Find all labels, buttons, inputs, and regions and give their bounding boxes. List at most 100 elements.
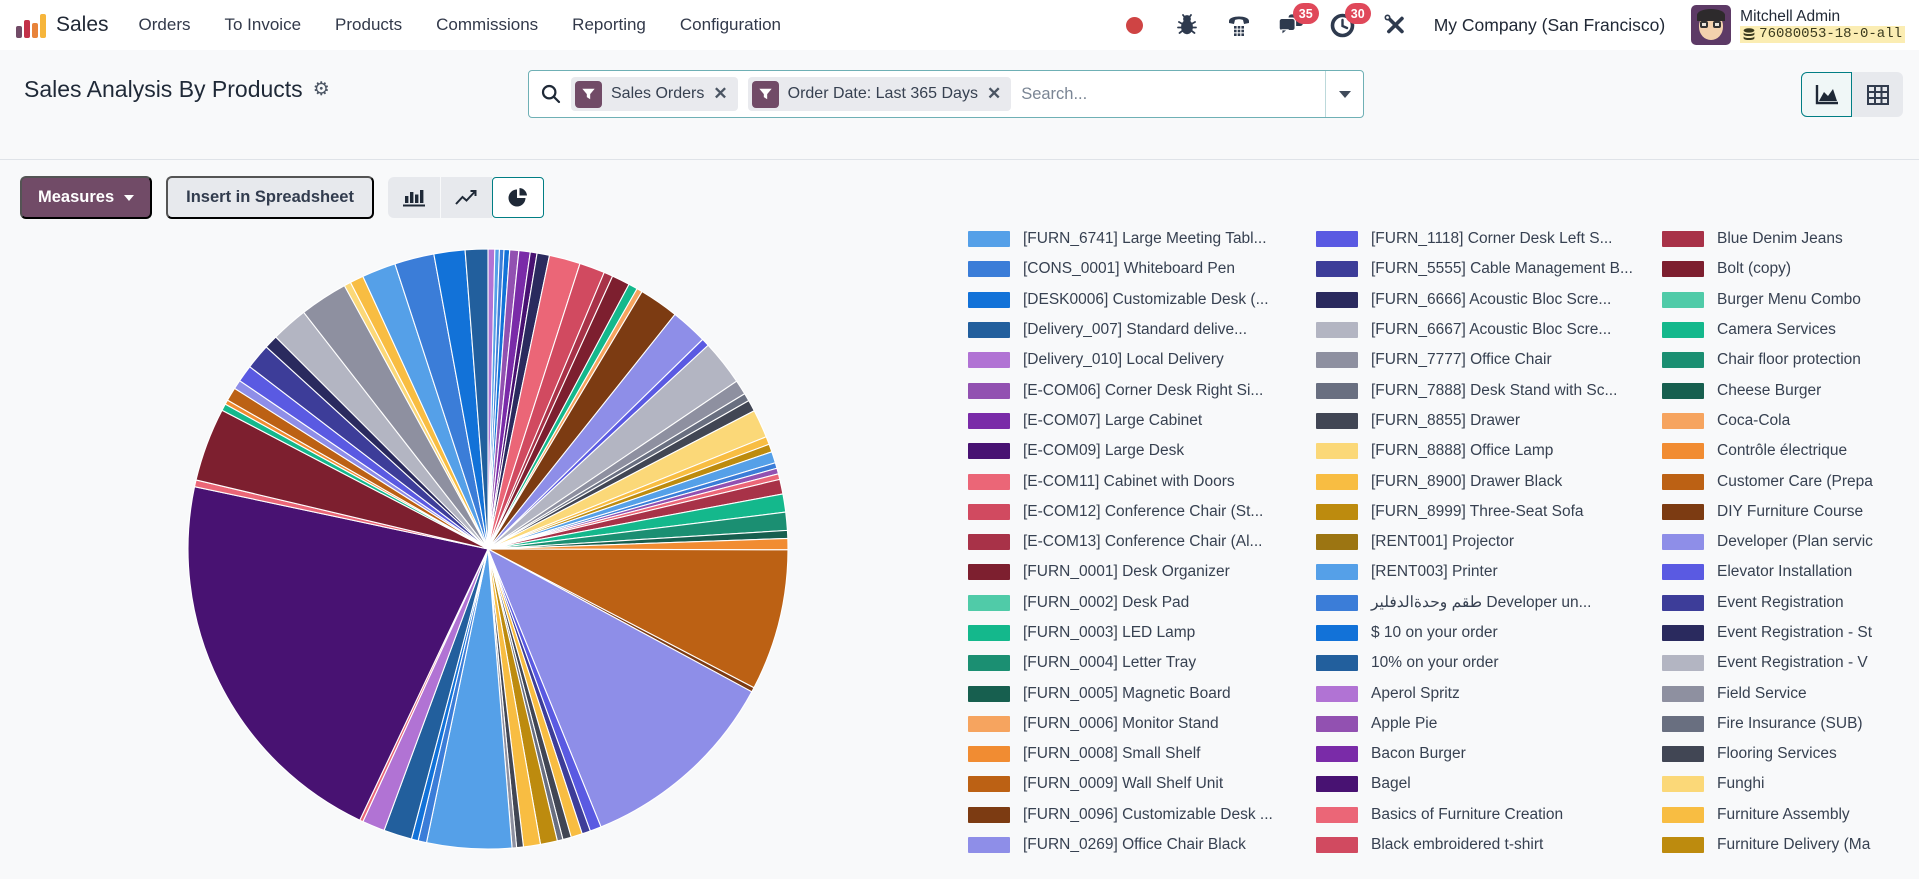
filter-funnel-icon[interactable] (751, 80, 779, 108)
menu-configuration[interactable]: Configuration (679, 15, 782, 34)
legend-item[interactable]: [FURN_1118] Corner Desk Left S... (1316, 224, 1662, 254)
filter-label[interactable]: Sales Orders (611, 85, 705, 102)
insert-in-spreadsheet-button[interactable]: Insert in Spreadsheet (166, 176, 374, 219)
pie-slice[interactable] (487, 548, 753, 828)
legend-item[interactable]: Contrôle électrique (1662, 436, 1919, 466)
legend-item[interactable]: 10% on your order (1316, 648, 1662, 678)
pie-slice[interactable] (187, 486, 489, 821)
legend-item[interactable]: [FURN_6666] Acoustic Bloc Scre... (1316, 285, 1662, 315)
menu-reporting[interactable]: Reporting (572, 15, 646, 34)
graph-view-button[interactable] (1801, 72, 1852, 117)
legend-item[interactable]: [E-COM09] Large Desk (968, 436, 1316, 466)
legend-item[interactable]: [FURN_0009] Wall Shelf Unit (968, 769, 1316, 799)
legend-item[interactable]: Field Service (1662, 678, 1919, 708)
pie-chart[interactable] (186, 247, 790, 851)
tools-icon[interactable] (1382, 12, 1408, 38)
legend-item[interactable]: Cheese Burger (1662, 375, 1919, 405)
legend-item[interactable]: [Delivery_007] Standard delive... (968, 315, 1316, 345)
legend-item[interactable]: [E-COM07] Large Cabinet (968, 406, 1316, 436)
pie-slice[interactable] (464, 248, 489, 550)
activities-clock-icon[interactable]: 30 (1330, 3, 1371, 38)
messages-icon[interactable]: 35 (1277, 3, 1319, 38)
pivot-view-button[interactable] (1852, 72, 1903, 117)
legend-item[interactable]: Coca-Cola (1662, 406, 1919, 436)
app-switcher[interactable]: Sales (16, 12, 109, 38)
legend-item[interactable]: Chair floor protection (1662, 345, 1919, 375)
legend-item[interactable]: [E-COM12] Conference Chair (St... (968, 497, 1316, 527)
gear-icon[interactable]: ⚙ (312, 79, 330, 100)
company-switcher[interactable]: My Company (San Francisco) (1433, 14, 1666, 35)
legend-item[interactable]: [FURN_6741] Large Meeting Tabl... (968, 224, 1316, 254)
search-dropdown-toggle[interactable] (1325, 71, 1363, 117)
legend-item[interactable]: Event Registration - St (1662, 618, 1919, 648)
legend-item[interactable]: Event Registration - V (1662, 648, 1919, 678)
legend-item[interactable]: [FURN_0005] Magnetic Board (968, 678, 1316, 708)
legend-item[interactable]: [CONS_0001] Whiteboard Pen (968, 254, 1316, 284)
legend-item[interactable]: [FURN_0001] Desk Organizer (968, 557, 1316, 587)
legend-item[interactable]: [FURN_7777] Office Chair (1316, 345, 1662, 375)
legend-item[interactable]: Camera Services (1662, 315, 1919, 345)
menu-commissions[interactable]: Commissions (436, 15, 539, 34)
search-input[interactable] (1021, 84, 1325, 104)
bar-chart-button[interactable] (387, 177, 440, 218)
legend-item[interactable]: [E-COM11] Cabinet with Doors (968, 466, 1316, 496)
legend-item[interactable]: طقم وحدةالدفلير Developer un... (1316, 588, 1662, 618)
legend-item[interactable]: Blue Denim Jeans (1662, 224, 1919, 254)
legend-item[interactable]: [RENT003] Printer (1316, 557, 1662, 587)
legend-item[interactable]: Burger Menu Combo (1662, 285, 1919, 315)
legend-item[interactable]: [FURN_0096] Customizable Desk ... (968, 800, 1316, 830)
pie-chart-button[interactable] (491, 177, 544, 218)
legend-item[interactable]: Aperol Spritz (1316, 678, 1662, 708)
legend-item[interactable]: [FURN_8900] Drawer Black (1316, 466, 1662, 496)
menu-products[interactable]: Products (335, 15, 403, 34)
legend-item[interactable]: [E-COM06] Corner Desk Right Si... (968, 375, 1316, 405)
menu-to-invoice[interactable]: To Invoice (224, 15, 302, 34)
legend-item[interactable]: Black embroidered t-shirt (1316, 830, 1662, 860)
filter-funnel-icon[interactable] (575, 80, 602, 108)
legend-item[interactable]: Bacon Burger (1316, 739, 1662, 769)
legend-item[interactable]: Basics of Furniture Creation (1316, 800, 1662, 830)
legend-item[interactable]: Elevator Installation (1662, 557, 1919, 587)
legend-item[interactable]: Event Registration (1662, 588, 1919, 618)
legend-item[interactable]: Flooring Services (1662, 739, 1919, 769)
legend-item[interactable]: [E-COM13] Conference Chair (Al... (968, 527, 1316, 557)
menu-orders[interactable]: Orders (138, 15, 191, 34)
legend-item[interactable]: [FURN_7888] Desk Stand with Sc... (1316, 375, 1662, 405)
voip-phone-icon[interactable] (1226, 12, 1252, 38)
legend-item[interactable]: [FURN_8888] Office Lamp (1316, 436, 1662, 466)
legend-item[interactable]: $ 10 on your order (1316, 618, 1662, 648)
legend-item[interactable]: Developer (Plan servic (1662, 527, 1919, 557)
legend-item[interactable]: Customer Care (Prepa (1662, 466, 1919, 496)
legend-item[interactable]: Furniture Delivery (Ma (1662, 830, 1919, 860)
legend-item[interactable]: [FURN_0004] Letter Tray (968, 648, 1316, 678)
legend-item[interactable]: [FURN_5555] Cable Management B... (1316, 254, 1662, 284)
legend-item[interactable]: [FURN_0269] Office Chair Black (968, 830, 1316, 860)
filter-remove-icon[interactable]: ✕ (713, 84, 728, 103)
legend-item[interactable]: [FURN_0006] Monitor Stand (968, 709, 1316, 739)
search-bar[interactable]: Sales Orders ✕ Order Date: Last 365 Days… (528, 70, 1364, 118)
legend-item[interactable]: [FURN_6667] Acoustic Bloc Scre... (1316, 315, 1662, 345)
measures-button[interactable]: Measures (20, 176, 153, 219)
legend-item[interactable]: [FURN_0003] LED Lamp (968, 618, 1316, 648)
legend-item[interactable]: DIY Furniture Course (1662, 497, 1919, 527)
legend-item[interactable]: Funghi (1662, 769, 1919, 799)
legend-item[interactable]: Furniture Assembly (1662, 800, 1919, 830)
legend-item[interactable]: [RENT001] Projector (1316, 527, 1662, 557)
legend-item[interactable]: [FURN_0008] Small Shelf (968, 739, 1316, 769)
legend-item[interactable]: [Delivery_010] Local Delivery (968, 345, 1316, 375)
legend-item[interactable]: [FURN_0002] Desk Pad (968, 588, 1316, 618)
legend-item[interactable]: [FURN_8999] Three-Seat Sofa (1316, 497, 1662, 527)
legend-item[interactable]: Bagel (1316, 769, 1662, 799)
user-menu[interactable]: Mitchell Admin 76080053-18-0-all (1691, 5, 1905, 45)
filter-remove-icon[interactable]: ✕ (986, 84, 1002, 103)
app-name[interactable]: Sales (56, 13, 109, 36)
legend-item[interactable]: Apple Pie (1316, 709, 1662, 739)
legend-item[interactable]: [DESK0006] Customizable Desk (... (968, 285, 1316, 315)
bug-icon[interactable] (1174, 12, 1200, 38)
legend-item[interactable]: Bolt (copy) (1662, 254, 1919, 284)
legend-item[interactable]: [FURN_8855] Drawer (1316, 406, 1662, 436)
legend-item[interactable]: Fire Insurance (SUB) (1662, 709, 1919, 739)
line-chart-button[interactable] (439, 177, 492, 218)
pie-slice[interactable] (487, 548, 789, 689)
filter-label[interactable]: Order Date: Last 365 Days (787, 85, 978, 102)
